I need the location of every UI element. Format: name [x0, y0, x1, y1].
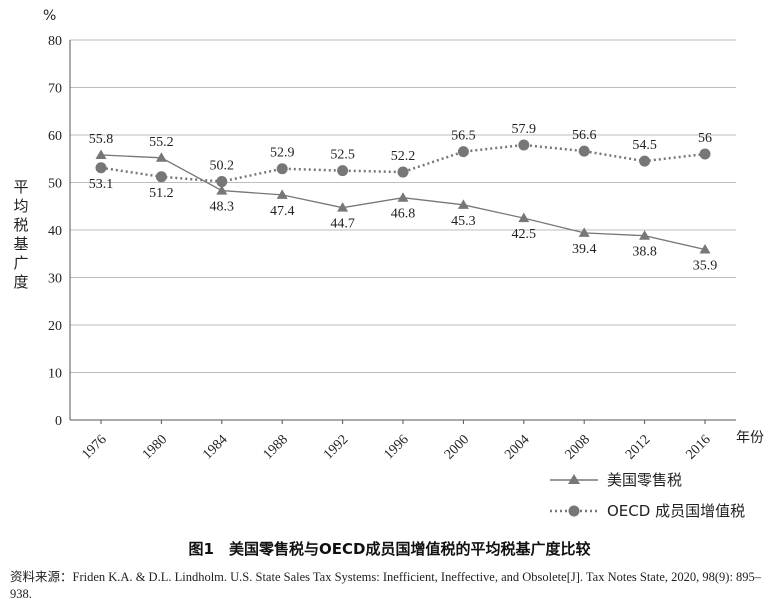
- data-label: 48.3: [210, 200, 235, 215]
- data-label: 42.5: [512, 227, 537, 242]
- data-point-circle: [518, 139, 530, 151]
- y-unit-label: %: [43, 8, 56, 24]
- data-label: 56.5: [451, 129, 476, 144]
- figure-caption: 图1 美国零售税与OECD成员国增值税的平均税基广度比较: [188, 540, 591, 558]
- legend-item-oecd-vat: OECD 成员国增值税: [550, 502, 745, 520]
- data-point-triangle: [276, 189, 288, 199]
- data-point-triangle: [578, 227, 590, 237]
- y-tick-label: 40: [48, 224, 62, 239]
- data-label: 57.9: [512, 122, 537, 137]
- data-point-triangle: [397, 192, 409, 202]
- data-point-circle: [95, 162, 107, 174]
- data-label: 46.8: [391, 207, 416, 222]
- data-point-triangle: [155, 152, 167, 162]
- data-point-circle: [578, 145, 590, 157]
- source-text: Friden K.A. & D.L. Lindholm. U.S. State …: [10, 570, 762, 601]
- y-axis-ticks: 0 10 20 30 40 50 60 70 80: [48, 34, 62, 429]
- x-axis-title: 年份: [736, 430, 764, 446]
- data-label: 52.9: [270, 146, 295, 161]
- legend-triangle-marker: [568, 474, 580, 484]
- legend-label-us-sales-tax: 美国零售税: [607, 471, 682, 489]
- data-label: 53.1: [89, 177, 114, 192]
- data-point-triangle: [95, 149, 107, 159]
- data-label: 51.2: [149, 186, 174, 201]
- data-point-circle: [155, 171, 167, 183]
- data-label: 55.8: [89, 132, 114, 147]
- series-group: [95, 139, 711, 254]
- legend: 美国零售税 OECD 成员国增值税: [550, 471, 745, 520]
- legend-label-oecd-vat: OECD 成员国增值税: [607, 502, 745, 520]
- y-tick-label: 30: [48, 272, 62, 287]
- data-label: 47.4: [270, 204, 295, 219]
- data-label: 54.5: [632, 138, 657, 153]
- data-point-circle: [639, 155, 651, 167]
- x-tick-label: 2016: [683, 432, 713, 462]
- data-label: 52.5: [330, 148, 355, 163]
- data-label: 52.2: [391, 149, 416, 164]
- x-tick-label: 1992: [321, 432, 351, 462]
- x-tick-label: 1996: [381, 432, 411, 462]
- x-tick-label: 2012: [623, 432, 653, 462]
- y-tick-label: 80: [48, 34, 62, 49]
- x-tick-label: 1988: [261, 432, 291, 462]
- data-label: 39.4: [572, 242, 597, 257]
- legend-circle-marker: [568, 505, 580, 517]
- y-tick-label: 50: [48, 177, 62, 192]
- x-tick-label: 2008: [563, 432, 593, 462]
- series-line-1: [100, 143, 706, 183]
- data-point-triangle: [216, 185, 228, 195]
- x-tick-label: 1984: [200, 432, 230, 462]
- x-tick-label: 2004: [502, 432, 532, 462]
- x-axis-ticks: 1976 1980 1984 1988 1992 1996 2000 2004 2008 2012…: [79, 420, 714, 463]
- x-tick-label: 1976: [79, 432, 109, 462]
- data-label: 56: [698, 131, 712, 146]
- data-label: 35.9: [693, 258, 718, 273]
- source-note: 资料来源：Friden K.A. & D.L. Lindholm. U.S. S…: [10, 568, 770, 603]
- data-point-circle: [276, 163, 288, 175]
- y-tick-label: 70: [48, 82, 62, 97]
- grid-lines: [69, 39, 736, 421]
- data-point-circle: [457, 146, 469, 158]
- data-label: 56.6: [572, 128, 597, 143]
- y-axis-title: 平均税基广度: [13, 178, 29, 291]
- data-point-circle: [397, 166, 409, 178]
- y-tick-label: 20: [48, 319, 62, 334]
- data-label: 55.2: [149, 135, 174, 150]
- x-tick-label: 1980: [140, 432, 170, 462]
- y-tick-label: 10: [48, 367, 62, 382]
- x-tick-label: 2000: [442, 432, 472, 462]
- data-label: 50.2: [210, 159, 235, 174]
- data-label: 45.3: [451, 214, 476, 229]
- source-label: 资料来源：: [10, 569, 73, 584]
- data-labels: 55.8 55.2 48.3 47.4 44.7 46.8 45.3 42.5 39.4 38.8…: [89, 122, 718, 274]
- data-point-triangle: [699, 243, 711, 254]
- data-point-triangle: [639, 230, 651, 240]
- data-point-triangle: [457, 199, 469, 209]
- legend-item-us-sales-tax: 美国零售税: [550, 471, 682, 489]
- data-point-circle: [216, 176, 228, 188]
- y-tick-label: 60: [48, 129, 62, 144]
- y-tick-label: 0: [55, 414, 62, 429]
- data-point-triangle: [337, 202, 349, 212]
- data-label: 38.8: [632, 245, 657, 260]
- data-point-triangle: [518, 212, 530, 223]
- data-label: 44.7: [330, 217, 355, 232]
- data-point-circle: [337, 165, 349, 177]
- data-point-circle: [699, 148, 711, 160]
